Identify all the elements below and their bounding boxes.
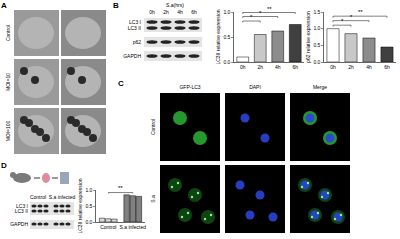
svg-text:6h: 6h xyxy=(191,9,197,15)
svg-text:Control: Control xyxy=(150,119,156,135)
svg-text:6h: 6h xyxy=(292,64,298,70)
svg-text:1.0: 1.0 xyxy=(85,187,92,193)
svg-text:D: D xyxy=(1,161,7,170)
svg-text:LC3 II: LC3 II xyxy=(15,208,28,214)
svg-text:GAPDH: GAPDH xyxy=(10,221,28,227)
svg-text:6h: 6h xyxy=(384,64,390,70)
svg-text:**: ** xyxy=(267,6,272,12)
svg-text:*: * xyxy=(250,14,253,20)
svg-text:2h: 2h xyxy=(348,64,354,70)
svg-text:0.5: 0.5 xyxy=(85,203,92,209)
svg-text:*: * xyxy=(350,14,353,20)
svg-text:4h: 4h xyxy=(366,64,372,70)
svg-text:LC3 I: LC3 I xyxy=(129,19,141,25)
svg-text:DAPI: DAPI xyxy=(249,84,261,90)
svg-text:1.0: 1.0 xyxy=(313,25,320,31)
svg-text:LC3 I: LC3 I xyxy=(16,203,28,209)
svg-text:0h: 0h xyxy=(330,64,336,70)
svg-text:MOI=10: MOI=10 xyxy=(5,73,11,91)
svg-text:Control: Control xyxy=(30,194,46,200)
svg-text:1.5: 1.5 xyxy=(313,9,320,15)
svg-text:A: A xyxy=(1,1,7,10)
svg-text:p62: p62 xyxy=(133,39,142,45)
svg-text:Control: Control xyxy=(5,25,11,41)
svg-text:S.a infected: S.a infected xyxy=(49,194,76,200)
svg-text:0.5: 0.5 xyxy=(223,34,230,40)
svg-text:**: ** xyxy=(358,9,363,15)
svg-text:GAPDH: GAPDH xyxy=(123,53,141,59)
svg-text:0h: 0h xyxy=(149,9,155,15)
svg-text:1.0: 1.0 xyxy=(223,9,230,15)
svg-text:LC3II relative expression: LC3II relative expression xyxy=(215,9,221,64)
svg-text:0.0: 0.0 xyxy=(85,219,92,225)
svg-text:**: ** xyxy=(118,185,123,191)
svg-text:0.0: 0.0 xyxy=(313,59,320,65)
svg-text:4h: 4h xyxy=(177,9,183,15)
svg-text:S.a infected: S.a infected xyxy=(120,224,147,230)
svg-text:Control: Control xyxy=(100,224,116,230)
svg-text:S.a(hrs): S.a(hrs) xyxy=(166,2,184,8)
svg-text:2h: 2h xyxy=(257,64,263,70)
svg-text:Merge: Merge xyxy=(313,84,327,90)
svg-text:C: C xyxy=(118,79,124,88)
svg-text:0.0: 0.0 xyxy=(223,59,230,65)
svg-text:S.a: S.a xyxy=(150,195,156,203)
svg-text:4h: 4h xyxy=(275,64,281,70)
svg-text:LC3II relative expression: LC3II relative expression xyxy=(77,178,83,233)
svg-text:*: * xyxy=(259,10,262,16)
svg-text:MOI=100: MOI=100 xyxy=(5,120,11,141)
svg-text:B: B xyxy=(113,1,119,10)
svg-text:p62 relative expression: p62 relative expression xyxy=(305,11,311,63)
svg-text:LC3 II: LC3 II xyxy=(128,25,141,31)
svg-text:*: * xyxy=(341,18,344,24)
svg-text:GFP-LC3: GFP-LC3 xyxy=(179,84,200,90)
svg-text:0h: 0h xyxy=(240,64,246,70)
svg-text:2h: 2h xyxy=(163,9,169,15)
svg-text:0.5: 0.5 xyxy=(313,42,320,48)
